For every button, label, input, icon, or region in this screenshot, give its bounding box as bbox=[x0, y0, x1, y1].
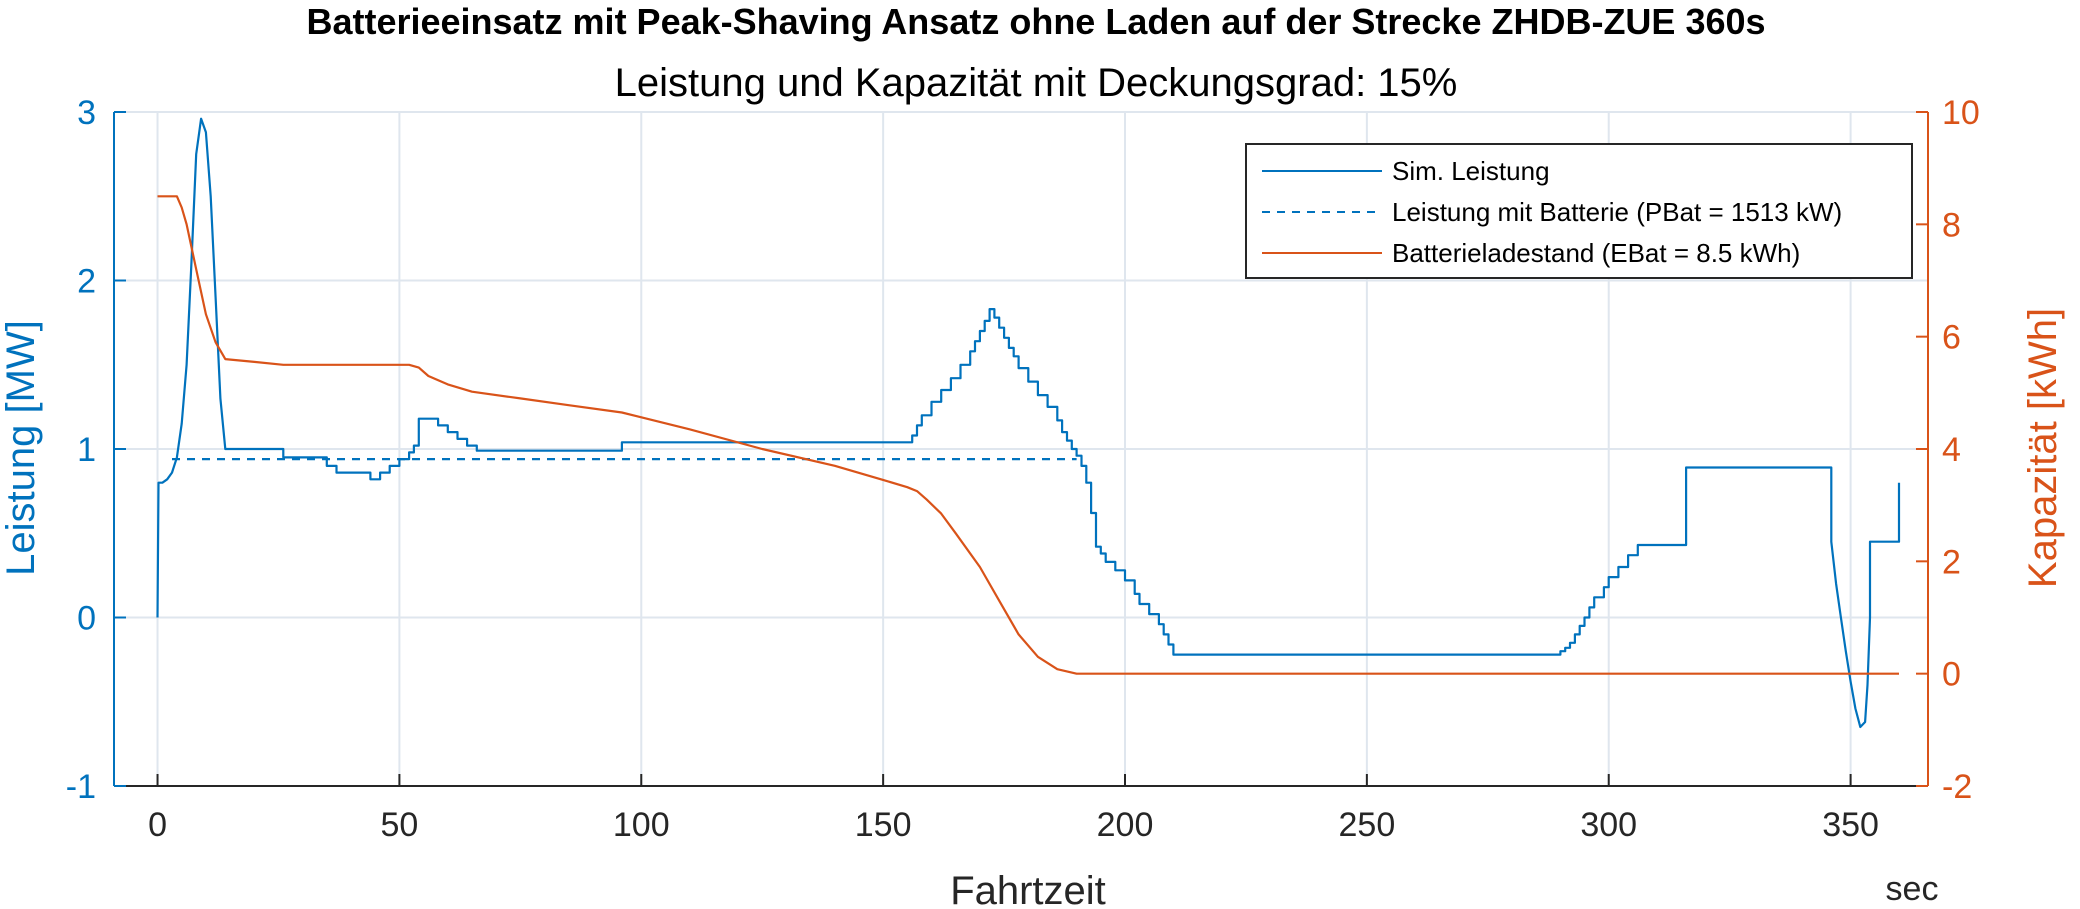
x-tick-label: 200 bbox=[1097, 806, 1154, 844]
x-axis-label: Fahrtzeit bbox=[950, 869, 1106, 909]
x-tick-label: 150 bbox=[855, 806, 912, 844]
series-line-2 bbox=[157, 195, 1899, 675]
y-tick-label-right: 2 bbox=[1942, 543, 1961, 581]
x-tick-label: 300 bbox=[1580, 806, 1637, 844]
y-tick-label-right: 6 bbox=[1942, 319, 1961, 357]
chart-title: Batterieeinsatz mit Peak-Shaving Ansatz … bbox=[306, 1, 1765, 42]
x-tick-label: 350 bbox=[1822, 806, 1879, 844]
y-axis-label-left: Leistung [MW] bbox=[0, 320, 43, 576]
x-tick-label: 100 bbox=[613, 806, 670, 844]
legend: Sim. Leistung Leistung mit Batterie (PBa… bbox=[1245, 143, 1913, 279]
series-line-0 bbox=[156, 117, 1901, 729]
series-layer bbox=[156, 117, 1901, 729]
y-tick-label-left: 3 bbox=[77, 94, 96, 132]
y-tick-label-left: 2 bbox=[77, 263, 96, 301]
legend-label-sim-leistung: Sim. Leistung bbox=[1392, 156, 1550, 186]
y-axis-label-right: Kapazität [kWh] bbox=[2021, 308, 2065, 588]
y-tick-label-left: 1 bbox=[77, 431, 96, 469]
y-tick-label-right: -2 bbox=[1942, 768, 1972, 806]
y-tick-label-right: 0 bbox=[1942, 656, 1961, 694]
axes-layer: 0 50 100 150 200 250 300 350 -1 0 1 2 3 -2 0 2 4 6 8 10 bbox=[66, 94, 1980, 844]
legend-label-leistung-mit-batterie: Leistung mit Batterie (PBat = 1513 kW) bbox=[1392, 197, 1842, 227]
y-tick-label-right: 10 bbox=[1942, 94, 1980, 132]
y-tick-label-right: 8 bbox=[1942, 206, 1961, 244]
y-tick-label-left: -1 bbox=[66, 768, 96, 806]
x-tick-label: 0 bbox=[148, 806, 167, 844]
chart-subtitle: Leistung und Kapazität mit Deckungsgrad:… bbox=[615, 61, 1458, 105]
x-axis-unit: sec bbox=[1886, 870, 1939, 908]
y-tick-label-left: 0 bbox=[77, 600, 96, 638]
y-tick-label-right: 4 bbox=[1942, 431, 1961, 469]
legend-label-batterieladestand: Batterieladestand (EBat = 8.5 kWh) bbox=[1392, 238, 1800, 268]
x-tick-label: 250 bbox=[1339, 806, 1396, 844]
x-tick-label: 50 bbox=[380, 806, 418, 844]
